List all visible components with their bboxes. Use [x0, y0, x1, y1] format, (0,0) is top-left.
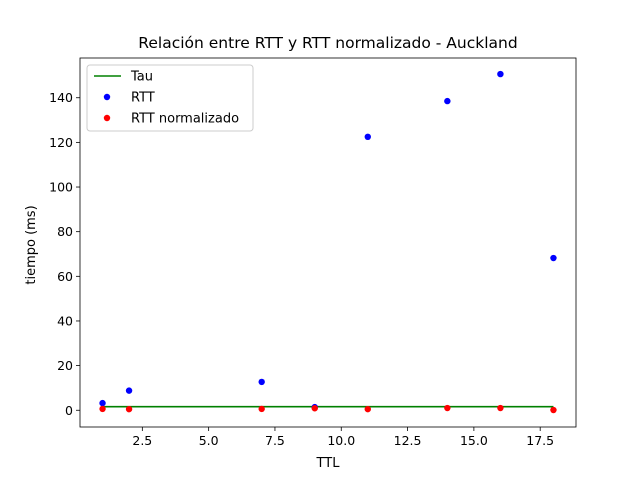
point-rtt	[125, 387, 133, 394]
x-tick-label: 15.0	[460, 433, 488, 448]
point-rtt	[258, 378, 265, 386]
y-tick-label: 0	[65, 403, 73, 418]
y-tick-label: 80	[57, 224, 73, 239]
point-rtt	[550, 254, 557, 262]
y-tick-label: 100	[49, 180, 73, 195]
plot-area: 2.5 5.0 7.5 10.0 12.5 15.0 17.5 0 20 40 60 80 100 120…	[49, 57, 577, 448]
y-axis-label: tiempo (ms)	[24, 205, 39, 284]
x-tick-label: 7.5	[265, 433, 285, 448]
legend-label: RTT normalizado	[131, 112, 239, 127]
point-rtt	[444, 97, 451, 105]
point-rtt-normalizado	[550, 406, 557, 414]
legend: Tau RTT RTT normalizado	[86, 64, 254, 132]
point-rtt-normalizado	[311, 405, 318, 412]
legend-marker-dot	[103, 114, 111, 122]
x-tick-label: 17.5	[526, 433, 554, 448]
y-tick-label: 40	[57, 313, 73, 328]
x-tick-label: 12.5	[394, 433, 422, 448]
x-tick-label: 5.0	[199, 433, 219, 448]
point-rtt	[497, 70, 504, 78]
point-rtt	[99, 399, 106, 407]
point-rtt-normalizado	[364, 405, 371, 413]
x-tick-label: 2.5	[132, 433, 152, 448]
point-rtt-normalizado	[125, 405, 133, 413]
y-tick-label: 120	[49, 135, 73, 150]
point-rtt-normalizado	[258, 405, 265, 413]
point-rtt-normalizado	[444, 404, 451, 412]
point-rtt-normalizado	[497, 404, 504, 412]
legend-label: RTT	[131, 91, 155, 106]
legend-box	[86, 64, 254, 132]
point-rtt	[364, 133, 371, 141]
legend-marker-dot	[103, 93, 111, 101]
x-tick-label: 10.0	[327, 433, 355, 448]
chart-title: Relación entre RTT y RTT normalizado - A…	[138, 34, 517, 52]
y-tick-label: 60	[57, 269, 73, 284]
y-tick-label: 140	[49, 90, 73, 105]
x-axis-label: TTL	[316, 456, 341, 471]
y-tick-label: 20	[57, 358, 73, 373]
axes-frame	[79, 57, 577, 428]
point-rtt-normalizado	[99, 405, 106, 413]
legend-label: Tau	[130, 70, 153, 85]
